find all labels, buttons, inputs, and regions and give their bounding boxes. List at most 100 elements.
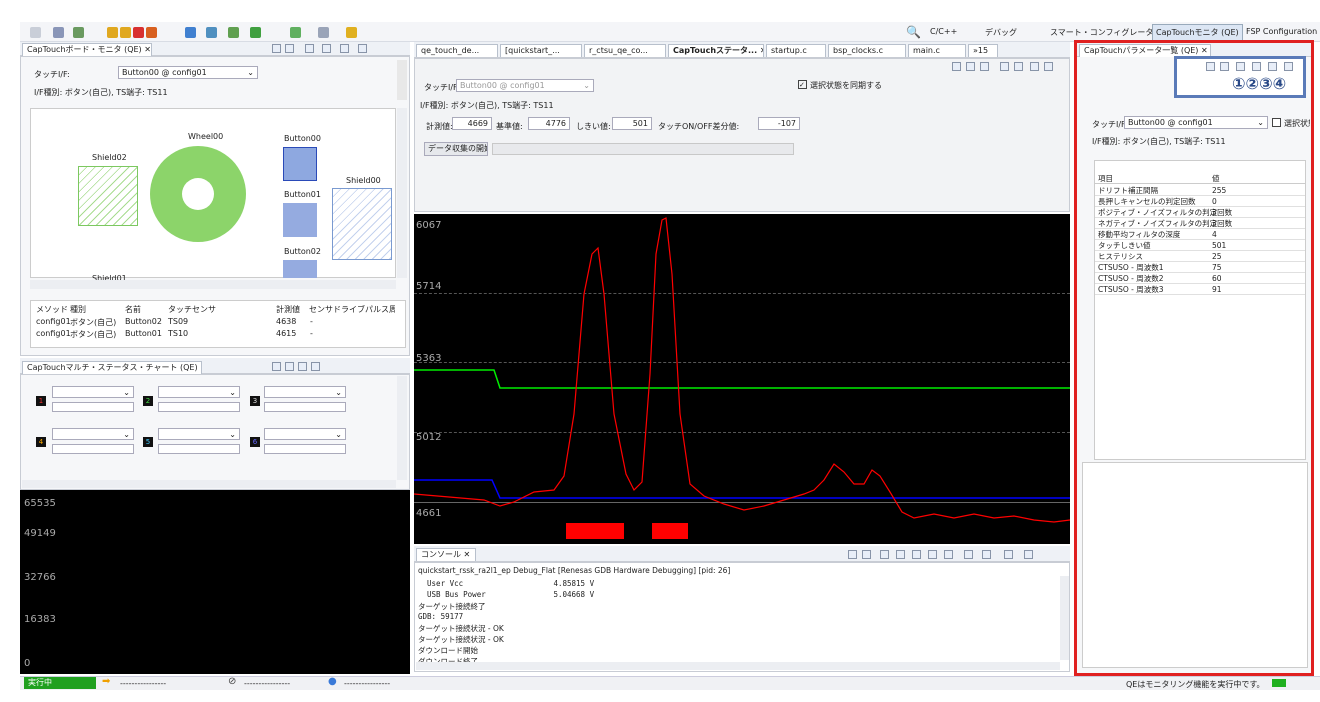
board-toolbar-btn-5[interactable] xyxy=(340,44,349,53)
toolbar-icon-4[interactable] xyxy=(107,27,118,38)
params-select-checkbox[interactable] xyxy=(1272,118,1281,127)
channel-4-select[interactable]: ⌄ xyxy=(52,428,134,440)
table-row[interactable]: ドリフト補正間隔 255 xyxy=(1095,185,1305,196)
tab-quickstart[interactable]: [quickstart_... xyxy=(500,44,582,57)
perspective-smart-configurator[interactable]: スマート・コンフィグレータ xyxy=(1050,28,1154,37)
channel-5-select[interactable]: ⌄ xyxy=(158,428,240,440)
table-row[interactable]: 移動平均フィルタの深度 4 xyxy=(1095,229,1305,240)
board-scrollbar-v[interactable] xyxy=(397,108,407,278)
status-toolbar-btn-7[interactable] xyxy=(1044,62,1053,71)
table-row[interactable]: CTSUSO - 周波数3 91 xyxy=(1095,284,1305,295)
tab-params[interactable]: CapTouchパラメータ一覧 (QE) ✕ xyxy=(1079,44,1211,57)
tab-startup-c[interactable]: startup.c xyxy=(766,44,826,57)
channel-6-field[interactable] xyxy=(264,444,346,454)
table-row[interactable]: ネガティブ・ノイズフィルタの判定回数 3 xyxy=(1095,218,1305,229)
channel-5-field[interactable] xyxy=(158,444,240,454)
multi-scrollbar-v[interactable] xyxy=(397,376,407,480)
button01-sensor[interactable] xyxy=(283,203,317,237)
console-btn-6[interactable] xyxy=(928,550,937,559)
table-row[interactable]: config01 ボタン(自己) Button02 TS09 4638 - xyxy=(31,316,397,328)
console-btn-8[interactable] xyxy=(964,550,973,559)
console-btn-10[interactable] xyxy=(1004,550,1013,559)
tab-board-monitor[interactable]: CapTouchボード・モニタ (QE) ✕ xyxy=(22,43,152,56)
table-row[interactable]: 長押しキャンセルの判定回数 0 xyxy=(1095,196,1305,207)
console-btn-2[interactable] xyxy=(862,550,871,559)
board-scrollbar-v-top[interactable] xyxy=(397,60,407,100)
table-row[interactable]: CTSUSO - 周波数2 60 xyxy=(1095,273,1305,284)
channel-6-select[interactable]: ⌄ xyxy=(264,428,346,440)
toolbar-icon-11[interactable] xyxy=(250,27,261,38)
console-btn-5[interactable] xyxy=(912,550,921,559)
perspective-cc[interactable]: C/C++ xyxy=(930,27,958,36)
board-toolbar-btn-6[interactable] xyxy=(358,44,367,53)
tab-console[interactable]: コンソール ✕ xyxy=(416,548,476,561)
shield02-sensor[interactable] xyxy=(78,166,138,226)
channel-1-select[interactable]: ⌄ xyxy=(52,386,134,398)
params-toolbar-btn-1[interactable] xyxy=(1206,62,1215,71)
tab-overflow[interactable]: »15 xyxy=(968,44,998,57)
board-scrollbar-h[interactable] xyxy=(30,280,396,289)
table-row[interactable]: タッチしきい値 501 xyxy=(1095,240,1305,251)
perspective-debug[interactable]: デバッグ xyxy=(985,28,1017,37)
toolbar-icon-14[interactable] xyxy=(346,27,357,38)
channel-3-select[interactable]: ⌄ xyxy=(264,386,346,398)
params-toolbar-btn-6[interactable] xyxy=(1284,62,1293,71)
tab-r-ctsu-qe-co[interactable]: r_ctsu_qe_co... xyxy=(584,44,666,57)
perspective-captouch-monitor[interactable]: CapTouchモニタ (QE) xyxy=(1152,24,1243,41)
status-toolbar-btn-6[interactable] xyxy=(1030,62,1039,71)
status-toolbar-btn-2[interactable] xyxy=(966,62,975,71)
console-btn-9[interactable] xyxy=(982,550,991,559)
toolbar-icon-9[interactable] xyxy=(206,27,217,38)
status-toolbar-btn-3[interactable] xyxy=(980,62,989,71)
params-touch-if-select[interactable]: Button00 @ config01 ⌄ xyxy=(1124,116,1268,129)
toolbar-icon-13[interactable] xyxy=(318,27,329,38)
button02-sensor[interactable] xyxy=(283,260,317,278)
tab-captouch-status[interactable]: CapTouchステータ... ✕ xyxy=(668,44,764,57)
multi-toolbar-btn-1[interactable] xyxy=(272,362,281,371)
params-toolbar-btn-5[interactable] xyxy=(1268,62,1277,71)
toolbar-icon-6[interactable] xyxy=(133,27,144,38)
channel-2-field[interactable] xyxy=(158,402,240,412)
status-touch-if-select[interactable]: Button00 @ config01 ⌄ xyxy=(456,79,594,92)
multi-toolbar-btn-4[interactable] xyxy=(311,362,320,371)
board-toolbar-btn-2[interactable] xyxy=(285,44,294,53)
table-row[interactable]: CTSUSO - 周波数1 75 xyxy=(1095,262,1305,273)
board-toolbar-btn-1[interactable] xyxy=(272,44,281,53)
console-btn-1[interactable] xyxy=(848,550,857,559)
tab-qe-touch-de[interactable]: qe_touch_de... xyxy=(416,44,498,57)
multi-toolbar-btn-3[interactable] xyxy=(298,362,307,371)
table-row[interactable]: ポジティブ・ノイズフィルタの判定回数 3 xyxy=(1095,207,1305,218)
table-row[interactable]: config01 ボタン(自己) Button01 TS10 4615 - xyxy=(31,328,397,340)
channel-1-field[interactable] xyxy=(52,402,134,412)
sync-checkbox[interactable]: ✓ xyxy=(798,80,807,89)
toolbar-icon-2[interactable] xyxy=(53,27,64,38)
multi-toolbar-btn-2[interactable] xyxy=(285,362,294,371)
channel-2-select[interactable]: ⌄ xyxy=(158,386,240,398)
console-btn-4[interactable] xyxy=(896,550,905,559)
collect-data-button[interactable]: データ収集の開始 xyxy=(424,142,488,156)
tab-bsp-clocks-c[interactable]: bsp_clocks.c xyxy=(828,44,906,57)
table-row[interactable]: ヒステリシス 25 xyxy=(1095,251,1305,262)
console-btn-3[interactable] xyxy=(880,550,889,559)
status-toolbar-btn-4[interactable] xyxy=(1000,62,1009,71)
status-toolbar-btn-1[interactable] xyxy=(952,62,961,71)
status-toolbar-btn-5[interactable] xyxy=(1014,62,1023,71)
params-toolbar-btn-2[interactable] xyxy=(1220,62,1229,71)
console-btn-7[interactable] xyxy=(944,550,953,559)
tab-multi-chart[interactable]: CapTouchマルチ・ステータス・チャート (QE) ✕ xyxy=(22,361,202,374)
search-icon[interactable]: 🔍 xyxy=(906,25,921,39)
toolbar-icon-3[interactable] xyxy=(73,27,84,38)
console-scrollbar-v[interactable] xyxy=(1060,576,1069,660)
shield00-sensor[interactable] xyxy=(332,188,392,260)
channel-4-field[interactable] xyxy=(52,444,134,454)
tab-main-c[interactable]: main.c xyxy=(908,44,966,57)
toolbar-icon-7[interactable] xyxy=(146,27,157,38)
board-toolbar-btn-3[interactable] xyxy=(305,44,314,53)
toolbar-icon-12[interactable] xyxy=(290,27,301,38)
perspective-fsp-configuration[interactable]: FSP Configuration xyxy=(1246,27,1318,36)
console-scrollbar-h[interactable] xyxy=(416,662,1060,670)
params-toolbar-btn-4[interactable] xyxy=(1252,62,1261,71)
console-btn-11[interactable] xyxy=(1024,550,1033,559)
toolbar-icon-8[interactable] xyxy=(185,27,196,38)
board-toolbar-btn-4[interactable] xyxy=(322,44,331,53)
